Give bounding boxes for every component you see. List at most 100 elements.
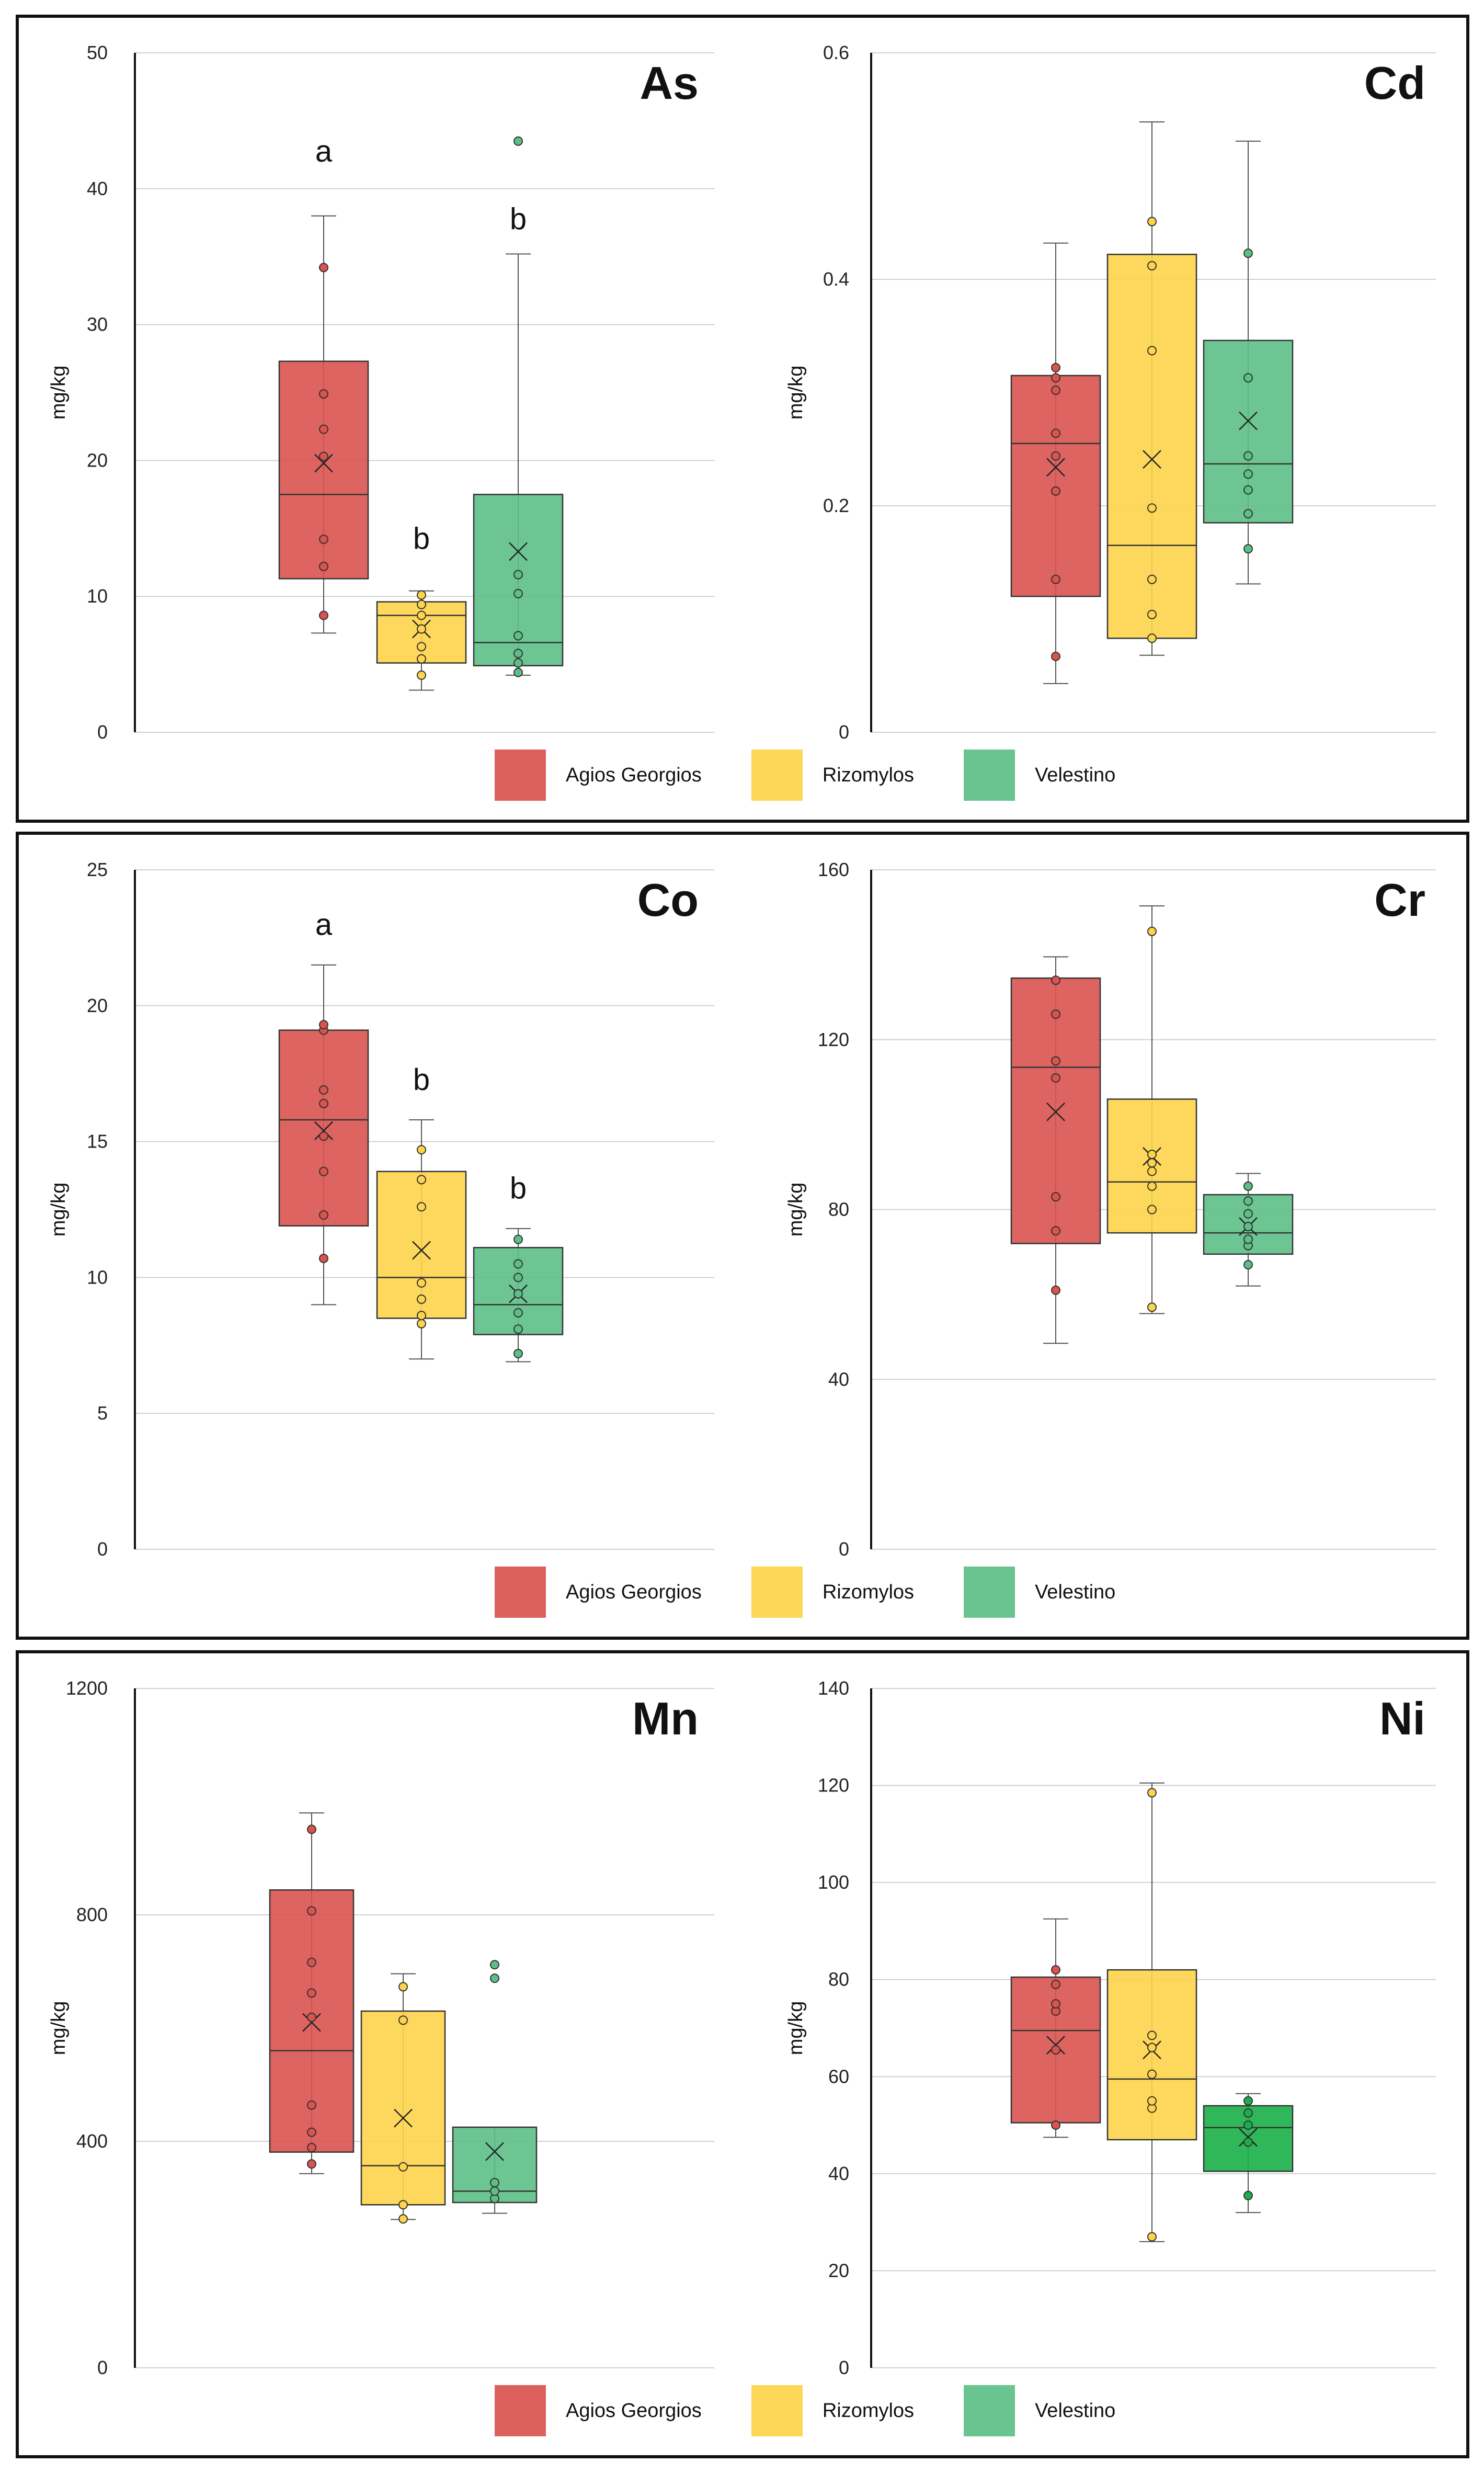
data-point [1051, 362, 1060, 372]
data-point [417, 1319, 426, 1329]
data-point [513, 1273, 523, 1283]
data-point [1243, 1209, 1253, 1219]
data-point [417, 654, 426, 664]
chart-panel-as-cd: 0 10 20 30 40 50 mg/kg As a b b 0 0.2 0.4 0.6 mg/kg Cd A… [16, 15, 1469, 823]
data-point [1051, 574, 1060, 584]
data-point [1147, 503, 1157, 513]
data-point [398, 2214, 408, 2224]
box-iqr [360, 2010, 446, 2206]
data-point [1147, 1181, 1157, 1191]
data-point [307, 2127, 316, 2137]
significance-letter: b [510, 1172, 527, 1206]
y-tick-label: 40 [828, 1368, 849, 1390]
data-point [1243, 469, 1253, 479]
y-tick-label: 5 [97, 1402, 108, 1424]
data-point [1243, 2191, 1253, 2200]
mean-marker [1046, 2036, 1065, 2055]
box-group-velestino: b [473, 136, 564, 677]
legend-swatch-velestino [964, 750, 1015, 801]
y-tick-label: 20 [87, 995, 108, 1016]
data-point [319, 1254, 328, 1264]
data-point [417, 1278, 426, 1288]
panel-svg: 0 10 20 30 40 50 mg/kg As a b b 0 0.2 0.4 0.6 mg/kg Cd [48, 42, 1436, 743]
data-point [513, 1348, 523, 1358]
y-axis-title: mg/kg [785, 2001, 807, 2055]
box-group-rizomylos: b [376, 521, 467, 691]
data-point [417, 599, 426, 609]
mean-marker [314, 1121, 333, 1140]
data-point [1147, 217, 1157, 226]
panel-svg: 0 400 800 1200 mg/kg Mn 0 20 40 60 80 100 120 140 mg/k… [48, 1677, 1436, 2378]
y-tick-label: 60 [828, 2066, 849, 2087]
box-group-rizomylos [1106, 121, 1197, 656]
chart-co: 0 5 10 15 20 25 mg/kg Co a b b [48, 859, 714, 1560]
data-point [1243, 1234, 1253, 1244]
data-point [513, 1324, 523, 1334]
box-group-agios-georgios: a [278, 134, 369, 634]
box-iqr [1203, 339, 1294, 524]
chart-title: Cr [1374, 874, 1425, 926]
data-point [319, 1020, 328, 1030]
data-point [1147, 633, 1157, 643]
data-point [1243, 2120, 1253, 2130]
significance-letter: b [413, 1063, 430, 1097]
legend-swatch-rizomylos [751, 2385, 803, 2436]
data-point [319, 1210, 328, 1220]
legend-swatch-velestino [964, 1567, 1015, 1618]
data-point [1051, 451, 1060, 461]
data-point [417, 1175, 426, 1185]
data-point [490, 2178, 499, 2188]
y-tick-label: 0 [97, 2357, 108, 2378]
data-point [307, 1988, 316, 1998]
data-point [1051, 651, 1060, 661]
y-axis-title: mg/kg [48, 1183, 70, 1236]
data-point [513, 1308, 523, 1318]
y-tick-label: 0 [839, 2357, 849, 2378]
chart-title: Mn [632, 1693, 699, 1744]
data-point [417, 590, 426, 600]
y-tick-label: 120 [818, 1029, 849, 1050]
legend: Agios Georgios Rizomylos Velestino [495, 1566, 1165, 1618]
box-group-agios-georgios [1010, 242, 1101, 684]
mean-marker [509, 542, 528, 561]
data-point [319, 1131, 328, 1141]
y-tick-label: 50 [87, 42, 108, 63]
data-point [319, 1085, 328, 1095]
y-tick-label: 80 [828, 1199, 849, 1220]
y-tick-label: 15 [87, 1131, 108, 1152]
significance-letter: a [315, 134, 333, 168]
data-point [1051, 1009, 1060, 1019]
data-point [1147, 2030, 1157, 2040]
data-point [1243, 1221, 1253, 1231]
data-point [1147, 1149, 1157, 1159]
data-point [1051, 1285, 1060, 1295]
data-point [319, 1098, 328, 1108]
legend-item-velestino: Velestino [964, 750, 1115, 801]
mean-marker [302, 2013, 321, 2032]
data-point [1051, 1226, 1060, 1236]
data-point [1051, 486, 1060, 496]
box-group-agios-georgios: a [278, 908, 369, 1306]
legend-swatch-rizomylos [751, 1567, 803, 1618]
legend-item-rizomylos: Rizomylos [751, 750, 914, 801]
data-point [1147, 609, 1157, 619]
data-point [1051, 1965, 1060, 1975]
data-point [1051, 1073, 1060, 1083]
box-iqr [1010, 374, 1101, 597]
data-point [417, 670, 426, 680]
data-point [513, 589, 523, 599]
y-tick-label: 40 [87, 178, 108, 199]
data-point [307, 1906, 316, 1916]
y-axis-title: mg/kg [48, 2001, 70, 2055]
mean-marker [1143, 450, 1161, 469]
data-point [513, 570, 523, 580]
y-tick-label: 0 [97, 721, 108, 743]
data-point [1051, 2120, 1060, 2130]
data-point [307, 2012, 316, 2022]
data-point [307, 1824, 316, 1834]
data-point [513, 658, 523, 668]
y-tick-label: 100 [818, 1871, 849, 1893]
mean-marker [1046, 1102, 1065, 1121]
data-point [1147, 346, 1157, 356]
data-point [1051, 1192, 1060, 1202]
